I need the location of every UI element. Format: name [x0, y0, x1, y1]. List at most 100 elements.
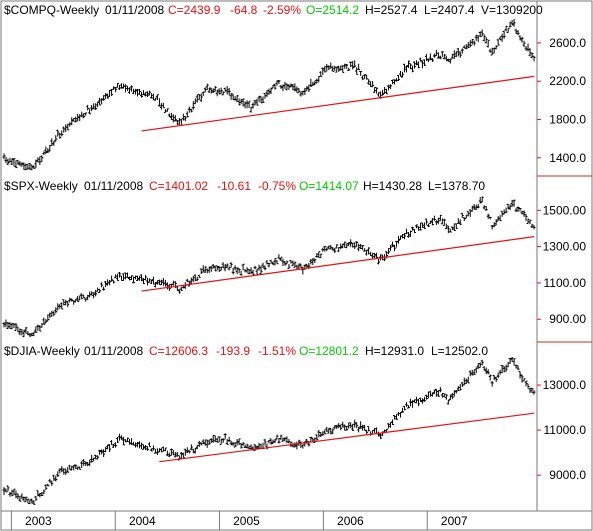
ohlc-bar — [333, 425, 337, 430]
ohlc-bar — [480, 196, 484, 203]
ohlc-bar — [490, 381, 494, 387]
ohlc-bar — [6, 321, 10, 329]
ohlc-bar — [145, 91, 149, 98]
ohlc-bar — [440, 392, 444, 398]
ohlc-bar — [18, 496, 22, 502]
ohlc-bar — [470, 369, 474, 376]
ohlc-bar — [448, 58, 452, 64]
ohlc-bar — [305, 85, 309, 91]
ohlc-bar — [135, 88, 139, 97]
compq-change: -64.8 — [230, 3, 258, 17]
ohlc-bar — [335, 424, 339, 429]
ohlc-bar — [135, 441, 139, 448]
ohlc-bar — [36, 490, 40, 497]
ohlc-bar — [333, 247, 337, 253]
ohlc-bar — [2, 153, 6, 160]
ohlc-bar — [420, 222, 424, 228]
ohlc-bar — [141, 90, 145, 96]
ohlc-bar — [416, 226, 420, 231]
ohlc-bar — [498, 36, 502, 41]
ohlc-bar — [412, 399, 416, 404]
ohlc-bar — [520, 36, 524, 43]
ohlc-bar — [337, 65, 341, 72]
ohlc-bar — [60, 130, 64, 137]
ohlc-bar — [96, 287, 100, 292]
ohlc-bar — [337, 423, 341, 428]
ohlc-bar — [478, 31, 482, 37]
ytick-label: 1800.0 — [549, 112, 586, 126]
ohlc-bar — [50, 480, 54, 486]
ohlc-bar — [335, 244, 339, 249]
ohlc-bar — [173, 452, 177, 458]
ohlc-bar — [416, 61, 420, 69]
ohlc-bar — [420, 398, 424, 404]
ohlc-bar — [355, 67, 359, 75]
ohlc-bar — [313, 80, 317, 86]
ohlc-bar — [275, 80, 279, 86]
ohlc-bar — [490, 47, 494, 56]
ohlc-bar — [173, 115, 177, 122]
ohlc-bar — [189, 108, 193, 113]
ohlc-bar — [426, 391, 430, 399]
ohlc-bar — [197, 440, 201, 448]
ohlc-bar — [231, 442, 235, 446]
ohlc-bar — [245, 267, 249, 273]
ohlc-bar — [139, 274, 143, 282]
ohlc-bar — [255, 268, 259, 275]
ohlc-bar — [126, 437, 130, 442]
ohlc-bar — [275, 259, 279, 265]
ohlc-bar — [249, 444, 253, 450]
trendline-panel-2 — [141, 236, 535, 292]
ohlc-bar — [389, 84, 393, 89]
ohlc-bar — [373, 253, 377, 259]
ohlc-bar — [80, 111, 84, 117]
ohlc-bar — [367, 79, 371, 85]
ohlc-bar — [295, 86, 299, 93]
ohlc-bar — [116, 436, 120, 443]
ohlc-bar — [428, 53, 432, 61]
ohlc-bar — [128, 87, 132, 94]
ohlc-bar — [434, 49, 438, 56]
ohlc-bar — [438, 387, 442, 393]
ohlc-bar — [82, 294, 86, 299]
ohlc-bar — [235, 95, 239, 102]
ohlc-bar — [28, 162, 32, 170]
ohlc-bar — [56, 471, 60, 478]
ohlc-bar — [486, 39, 490, 48]
ohlc-bar — [291, 260, 295, 267]
ohlc-bar — [38, 156, 42, 165]
ohlc-bar — [16, 493, 20, 500]
ohlc-bar — [32, 165, 36, 170]
ohlc-bar — [225, 86, 229, 95]
ohlc-bar — [197, 94, 201, 100]
ohlc-bar — [267, 262, 271, 268]
ohlc-bar — [102, 449, 106, 458]
ohlc-bar — [66, 123, 70, 131]
djia-high: H=12931.0 — [365, 344, 424, 358]
ohlc-bar — [56, 303, 60, 311]
ohlc-bar — [235, 439, 239, 446]
ohlc-bar — [448, 394, 452, 401]
ohlc-bar — [159, 279, 163, 286]
ohlc-bar — [56, 129, 60, 137]
ohlc-bar — [30, 498, 34, 504]
ohlc-bar — [444, 223, 448, 230]
ohlc-bar — [391, 79, 395, 85]
ohlc-bar — [464, 378, 468, 385]
ohlc-bar — [341, 421, 345, 428]
ohlc-bar — [361, 75, 365, 81]
ohlc-bar — [139, 442, 143, 450]
ohlc-bar — [339, 424, 343, 431]
ohlc-bar — [325, 63, 329, 72]
ohlc-bar — [147, 442, 151, 448]
ohlc-bar — [215, 437, 219, 443]
ohlc-bar — [12, 158, 16, 167]
ohlc-bar — [480, 359, 484, 366]
spx-low: L=1378.70 — [428, 179, 485, 193]
ohlc-bar — [249, 106, 253, 113]
ohlc-bar — [90, 454, 94, 463]
ohlc-bar — [134, 442, 137, 448]
ohlc-bar — [460, 48, 464, 54]
ohlc-bar — [426, 58, 430, 63]
